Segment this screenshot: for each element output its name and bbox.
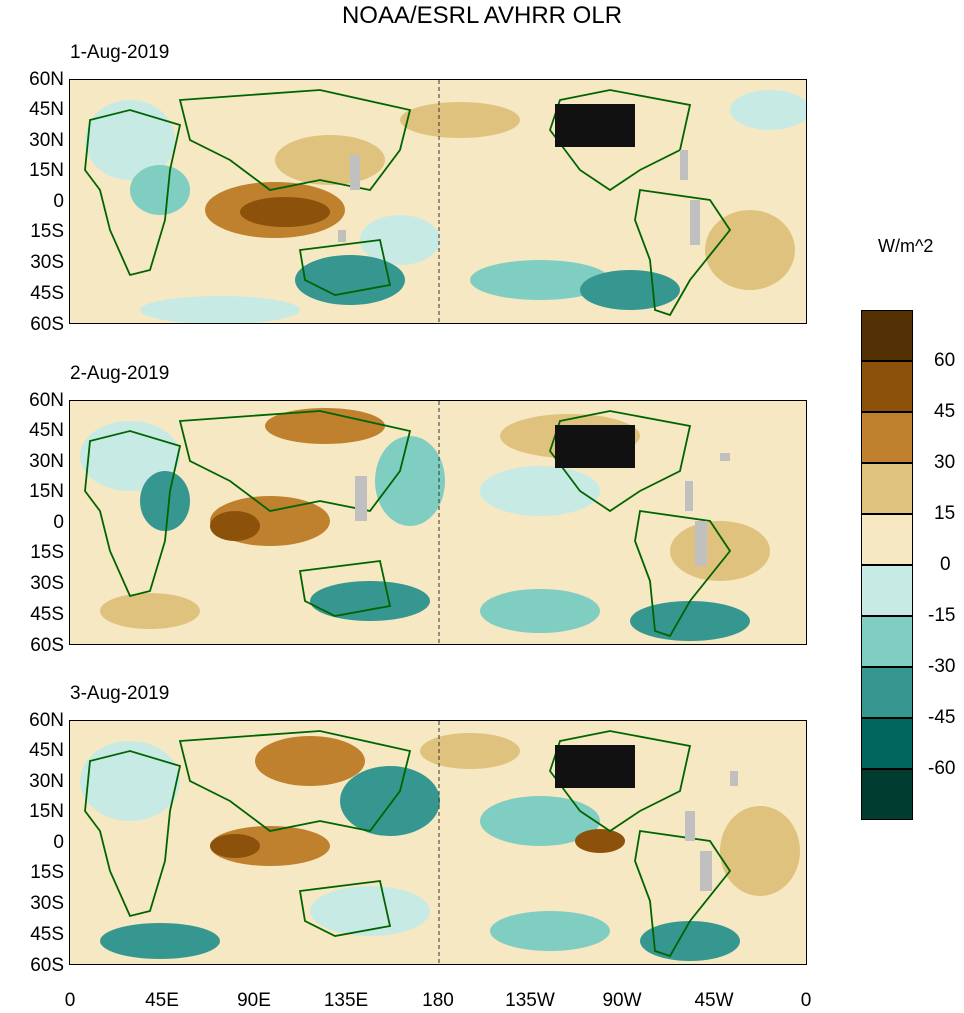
lon-label: 180 — [422, 990, 454, 1011]
colorbar-label: -30 — [928, 656, 956, 677]
lat-label: 30S — [30, 573, 64, 594]
colorbar-swatch — [861, 667, 913, 718]
colorbar-units: W/m^2 — [878, 236, 934, 256]
colorbar-swatch — [861, 514, 913, 565]
colorbar-label: -60 — [928, 758, 956, 779]
colorbar-label: 30 — [934, 452, 956, 473]
lat-label: 30S — [30, 893, 64, 914]
figure-title: NOAA/ESRL AVHRR OLR — [341, 2, 623, 29]
colorbar-label: 15 — [934, 503, 956, 524]
lat-label: 60S — [30, 314, 64, 335]
missing-data — [685, 771, 738, 891]
panel-1-map — [69, 79, 807, 324]
colorbar-swatch — [861, 769, 913, 820]
lat-label: 30S — [30, 252, 64, 273]
lat-label: 15S — [30, 221, 64, 242]
lon-label: 45E — [145, 990, 179, 1011]
lat-label: 15N — [29, 801, 64, 822]
panel-3-map — [69, 720, 807, 965]
lat-label: 0 — [53, 191, 64, 212]
lat-label: 45S — [30, 283, 64, 304]
panel-1-date: 1-Aug-2019 — [70, 42, 170, 63]
lat-label: 45N — [29, 420, 64, 441]
lat-label: 45N — [29, 740, 64, 761]
missing-data — [338, 150, 700, 245]
lat-label: 30N — [29, 130, 64, 151]
lat-label: 15N — [29, 160, 64, 181]
lon-label: 90W — [602, 990, 642, 1011]
colorbar-label: 0 — [940, 554, 951, 575]
lat-label: 60N — [29, 710, 64, 731]
lat-label: 0 — [53, 832, 64, 853]
colorbar-label: -45 — [928, 707, 956, 728]
colorbar-swatch — [861, 565, 913, 616]
lat-label: 30N — [29, 451, 64, 472]
lat-label: 60S — [30, 635, 64, 656]
colorbar-swatch — [861, 718, 913, 769]
lat-label: 45S — [30, 604, 64, 625]
lat-label: 60N — [29, 69, 64, 90]
colorbar-label: 45 — [934, 401, 956, 422]
lat-label: 60N — [29, 390, 64, 411]
lat-label: 0 — [53, 512, 64, 533]
usa-dense-region — [555, 425, 635, 468]
lat-label: 15S — [30, 862, 64, 883]
panel-2-date: 2-Aug-2019 — [70, 363, 170, 384]
olr-anomaly-field — [70, 401, 806, 644]
lon-label: 90E — [237, 990, 271, 1011]
lat-label: 30N — [29, 771, 64, 792]
colorbar-swatch — [861, 463, 913, 514]
colorbar-swatch — [861, 412, 913, 463]
missing-data — [355, 453, 730, 566]
colorbar-label: 60 — [934, 350, 956, 371]
panel-2-map — [69, 400, 807, 645]
lat-label: 45N — [29, 99, 64, 120]
lon-label: 0 — [64, 990, 76, 1011]
lon-label: 135W — [505, 990, 555, 1011]
lat-label: 45S — [30, 924, 64, 945]
lon-label: 0 — [800, 990, 812, 1011]
lon-label: 135E — [323, 990, 369, 1011]
panel-3-date: 3-Aug-2019 — [70, 683, 170, 704]
usa-dense-region — [555, 104, 635, 147]
colorbar-label: -15 — [928, 605, 956, 626]
colorbar-swatch — [861, 310, 913, 361]
lat-label: 15S — [30, 542, 64, 563]
lat-label: 60S — [30, 955, 64, 976]
colorbar-swatch — [861, 616, 913, 667]
olr-anomaly-field — [70, 721, 806, 964]
lon-label: 45W — [694, 990, 734, 1011]
lat-label: 15N — [29, 481, 64, 502]
usa-dense-region — [555, 745, 635, 788]
colorbar-swatch — [861, 361, 913, 412]
